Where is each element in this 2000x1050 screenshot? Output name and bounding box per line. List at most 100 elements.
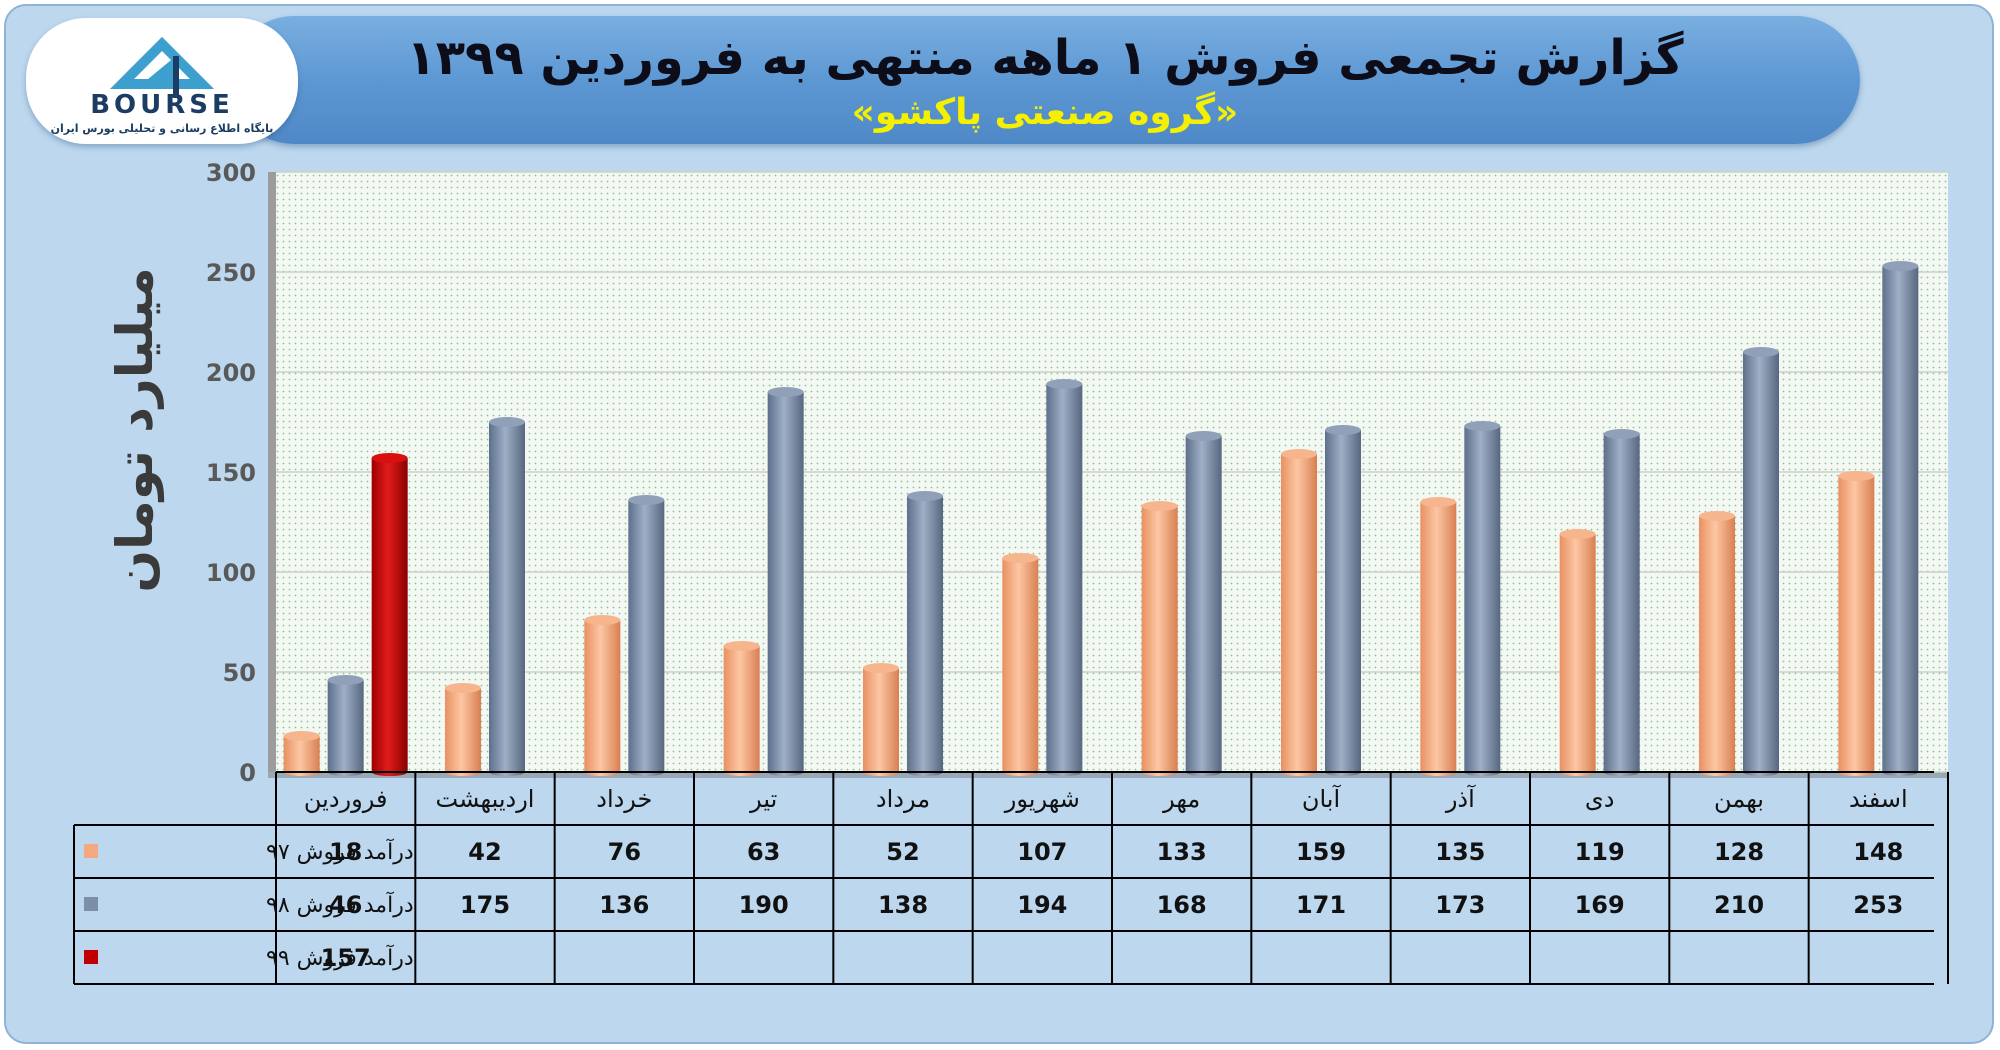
category-label: شهریور xyxy=(1004,785,1080,813)
bar xyxy=(907,491,943,776)
logo-mark-icon xyxy=(109,36,215,98)
data-label: 136 xyxy=(599,891,649,919)
data-label: 169 xyxy=(1575,891,1625,919)
bar-top xyxy=(1699,511,1735,521)
bar xyxy=(1185,431,1222,776)
bar xyxy=(327,675,364,776)
bar-body xyxy=(1743,352,1779,772)
category-label: مرداد xyxy=(876,785,930,813)
bar-body xyxy=(1185,436,1222,772)
bar-top xyxy=(767,387,804,397)
bar-body xyxy=(489,422,525,772)
bar-body xyxy=(863,668,899,772)
data-label: 173 xyxy=(1435,891,1485,919)
bar xyxy=(1281,449,1317,776)
legend-swatch xyxy=(84,897,98,911)
category-label: آذر xyxy=(1445,784,1476,813)
data-label: 63 xyxy=(747,838,780,866)
bar-top xyxy=(327,675,364,685)
legend-swatch xyxy=(84,950,98,964)
bourse-logo: BOURSE پایگاه اطلاع رسانی و تحلیلی بورس … xyxy=(26,18,298,144)
bar xyxy=(371,453,408,776)
y-tick-label: 300 xyxy=(206,159,256,187)
category-label: اردیبهشت xyxy=(436,785,535,813)
bar-body xyxy=(1002,558,1039,772)
bar xyxy=(489,417,525,776)
bar-body xyxy=(1699,516,1735,772)
bar xyxy=(1743,347,1779,776)
bar xyxy=(283,731,320,776)
bar-top xyxy=(1743,347,1779,357)
data-label: 175 xyxy=(460,891,510,919)
bar-body xyxy=(723,646,760,772)
y-tick-label: 150 xyxy=(206,459,256,487)
data-table: فروردین اردیبهشت خرداد تیر مرداد شهریور مهر آبا… xyxy=(73,771,1949,985)
data-label: 76 xyxy=(608,838,641,866)
data-label: 148 xyxy=(1853,838,1903,866)
bar xyxy=(628,495,665,776)
y-tick-label: 250 xyxy=(206,259,256,287)
bar-top xyxy=(445,683,481,693)
bar-body xyxy=(628,500,665,772)
title-banner: گزارش تجمعی فروش ۱ ماهه منتهی به فروردین… xyxy=(230,16,1860,144)
bar xyxy=(1464,421,1501,776)
data-label: 157 xyxy=(321,944,371,972)
data-label: 18 xyxy=(329,838,362,866)
chart-subtitle: «گروه صنعتی پاکشو» xyxy=(851,92,1239,133)
data-label: 119 xyxy=(1575,838,1625,866)
bar-top xyxy=(1464,421,1501,431)
y-axis-label: میلیارد تومان xyxy=(106,267,165,592)
category-label: مهر xyxy=(1162,785,1200,813)
bar-body xyxy=(1420,502,1457,772)
bar-top xyxy=(1141,501,1178,511)
data-label: 42 xyxy=(468,838,501,866)
bar-top xyxy=(489,417,525,427)
bar-top xyxy=(1838,471,1875,481)
bar-body xyxy=(445,688,481,772)
y-tick-label: 50 xyxy=(223,659,256,687)
data-label: 135 xyxy=(1435,838,1485,866)
data-label: 190 xyxy=(739,891,789,919)
bar-top xyxy=(1603,429,1640,439)
bar-top xyxy=(907,491,943,501)
bar-body xyxy=(584,620,621,772)
bar-top xyxy=(1559,529,1596,539)
bar-body xyxy=(283,736,320,772)
category-label: اسفند xyxy=(1849,785,1908,813)
bar xyxy=(1420,497,1457,776)
bar xyxy=(1559,529,1596,776)
bar-body xyxy=(371,458,408,772)
bar-top xyxy=(584,615,621,625)
bar xyxy=(1603,429,1640,776)
category-label: آبان xyxy=(1302,784,1342,813)
bar xyxy=(1002,553,1039,776)
category-label: فروردین xyxy=(304,785,388,813)
bar xyxy=(1882,261,1919,776)
bar-top xyxy=(1281,449,1317,459)
bar-top xyxy=(723,641,760,651)
bar-body xyxy=(1882,266,1919,772)
bar-top xyxy=(1185,431,1222,441)
bar-body xyxy=(767,392,804,772)
logo-tagline: پایگاه اطلاع رسانی و تحلیلی بورس ایران xyxy=(50,122,274,135)
category-label: خرداد xyxy=(596,785,652,813)
bar xyxy=(767,387,804,776)
y-tick-label: 0 xyxy=(239,759,256,787)
legend-label: درآمد فروش ۹۷ xyxy=(266,838,414,865)
bar-top xyxy=(628,495,665,505)
bar xyxy=(1325,425,1361,776)
bar xyxy=(863,663,899,776)
bar-body xyxy=(1325,430,1361,772)
bar-body xyxy=(1141,506,1178,772)
bar xyxy=(1046,379,1083,776)
logo-text: BOURSE xyxy=(90,90,234,120)
data-label: 107 xyxy=(1017,838,1067,866)
chart-title: گزارش تجمعی فروش ۱ ماهه منتهی به فروردین… xyxy=(406,30,1684,86)
y-tick-label: 200 xyxy=(206,359,256,387)
legend-label: درآمد فروش ۹۹ xyxy=(266,944,414,971)
bar-top xyxy=(1420,497,1457,507)
bar-body xyxy=(1559,534,1596,772)
data-label: 133 xyxy=(1157,838,1207,866)
data-label: 52 xyxy=(886,838,919,866)
category-label: تیر xyxy=(749,785,777,813)
